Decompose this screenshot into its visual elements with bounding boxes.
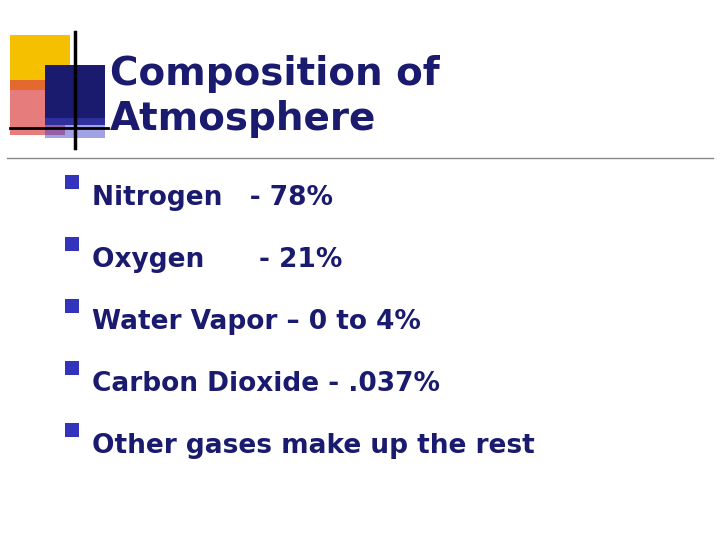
Text: Composition of: Composition of	[110, 55, 440, 93]
Text: Other gases make up the rest: Other gases make up the rest	[92, 433, 535, 459]
Bar	[45, 65, 105, 125]
Bar	[65, 237, 79, 251]
Text: Carbon Dioxide - .037%: Carbon Dioxide - .037%	[92, 371, 440, 397]
Bar	[10, 35, 70, 90]
Bar	[45, 118, 105, 138]
Bar	[10, 80, 65, 135]
Text: Oxygen      - 21%: Oxygen - 21%	[92, 247, 343, 273]
Bar	[65, 299, 79, 313]
Text: Nitrogen   - 78%: Nitrogen - 78%	[92, 185, 333, 211]
Text: Atmosphere: Atmosphere	[110, 100, 377, 138]
Text: Water Vapor – 0 to 4%: Water Vapor – 0 to 4%	[92, 309, 421, 335]
Bar	[65, 423, 79, 437]
Bar	[65, 175, 79, 189]
Bar	[65, 361, 79, 375]
